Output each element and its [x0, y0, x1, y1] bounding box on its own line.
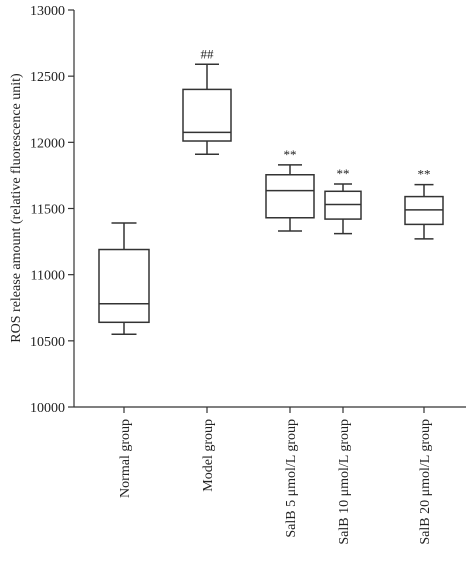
significance-mark: ** [418, 167, 431, 182]
box-series-3: ** [324, 166, 362, 235]
y-axis-title: ROS release amount (relative fluorescenc… [9, 73, 24, 343]
iqr-box [182, 88, 232, 142]
x-category-label: SalB 10 μmol/L group [337, 419, 352, 545]
x-category-label: SalB 5 μmol/L group [284, 419, 299, 538]
y-axis: 10000 10500 11000 11500 12000 12500 13000 [30, 4, 75, 416]
box-series-2: ** [265, 147, 315, 232]
iqr-box [265, 174, 315, 219]
y-tick-label: 13000 [30, 4, 65, 19]
significance-mark: ** [337, 166, 350, 181]
iqr-box [98, 248, 150, 324]
y-tick-label: 11500 [31, 203, 65, 218]
box-series-1: ## [182, 46, 232, 155]
y-tick-label: 12000 [30, 136, 65, 151]
y-tick-label: 11000 [31, 269, 65, 284]
x-category-label: SalB 20 μmol/L group [418, 419, 433, 545]
box-series-4: ** [404, 167, 444, 240]
significance-mark: ## [201, 46, 215, 61]
box-series-0 [98, 222, 150, 335]
x-category-label: Normal group [118, 419, 133, 498]
y-tick-label: 10500 [30, 335, 65, 350]
x-axis: Normal group Model group SalB 5 μmol/L gro… [74, 406, 466, 545]
y-tick-label: 12500 [30, 70, 65, 85]
y-tick-label: 10000 [30, 401, 65, 416]
significance-mark: ** [284, 147, 297, 162]
boxes-layer: ## ** ** ** [98, 46, 444, 335]
x-category-label: Model group [201, 419, 216, 492]
